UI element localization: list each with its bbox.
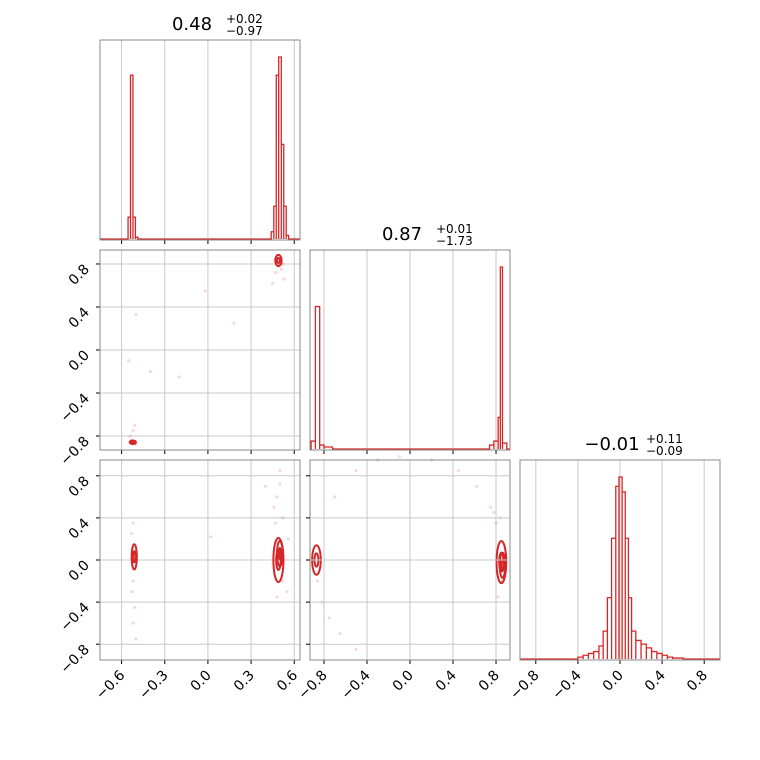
hist-p1-step xyxy=(100,56,300,240)
scatter-p2-p3-point xyxy=(354,468,358,473)
scatter-p2-p3-point xyxy=(456,468,460,473)
hist-p1-title-minus: −0.97 xyxy=(226,24,263,38)
scatter-p1-p2-point xyxy=(232,321,236,325)
scatter-p1-p2-contour xyxy=(274,253,283,268)
scatter-p1-p3-contour-inner xyxy=(132,550,137,564)
scatter-p1-p2-ytick-label: 0.4 xyxy=(66,304,93,331)
scatter-p1-p2-point xyxy=(132,423,137,427)
scatter-p2-p3-point xyxy=(354,647,358,652)
hist-p3-xtick-label: 0.8 xyxy=(684,668,711,695)
hist-p1-title: 0.48 xyxy=(172,14,212,35)
scatter-p1-p3-point xyxy=(275,595,279,599)
hist-p3-step xyxy=(520,476,720,660)
scatter-p1-p3-point xyxy=(272,505,276,509)
scatter-p1-p3-point xyxy=(278,468,282,473)
scatter-p1-p2-point xyxy=(148,369,152,374)
hist-p2-title-plus: +0.01 xyxy=(436,222,473,236)
scatter-p1-p3-point xyxy=(285,589,289,594)
scatter-p1-p3-ytick-label: −0.8 xyxy=(57,642,92,677)
scatter-p2-p3-point xyxy=(489,505,493,509)
scatter-p2-p3-xtick-label: −0.8 xyxy=(295,668,330,703)
scatter-p1-p2-point xyxy=(203,289,207,293)
scatter-p1-p2-contour-inner xyxy=(275,256,281,264)
scatter-p1-p2-point xyxy=(271,281,275,285)
hist-p2-step xyxy=(310,266,510,450)
scatter-p1-p2-ytick-label: 0.0 xyxy=(66,348,93,375)
scatter-p2-p3-point xyxy=(475,484,479,488)
scatter-p1-p2-point xyxy=(127,359,131,363)
scatter-p1-p3-point xyxy=(278,482,282,486)
scatter-p2-p3-point xyxy=(494,521,498,525)
scatter-p1-p2-point xyxy=(134,312,138,317)
scatter-p1-p2-ytick-label: −0.8 xyxy=(57,434,92,469)
scatter-p1-p3-point xyxy=(131,579,135,583)
hist-p1-frame xyxy=(99,39,301,241)
scatter-p1-p2-ytick-label: 0.8 xyxy=(66,261,93,288)
scatter-p1-p3-ytick-label: −0.4 xyxy=(57,600,92,635)
scatter-p1-p3-ytick-label: 0.4 xyxy=(66,515,93,542)
scatter-p1-p3-xtick-label: −0.3 xyxy=(136,668,171,703)
scatter-p2-p3-point xyxy=(397,455,401,459)
scatter-p2-p3-xtick-label: 0.4 xyxy=(433,667,460,694)
hist-p2-title: 0.87 xyxy=(382,224,422,245)
scatter-p1-p3-point xyxy=(130,532,134,536)
scatter-p1-p3-point xyxy=(132,605,137,609)
scatter-p2-p3-xtick-label: −0.4 xyxy=(338,667,373,702)
scatter-p1-p3-xtick-label: 0.0 xyxy=(188,668,215,695)
scatter-p2-p3-xtick-label: 0.8 xyxy=(476,668,503,695)
scatter-p1-p3-point xyxy=(131,521,135,525)
scatter-p1-p2-frame xyxy=(99,249,301,451)
scatter-p2-p3-contour xyxy=(495,540,508,585)
scatter-p2-p3-xtick-label: 0.0 xyxy=(390,668,417,695)
scatter-p1-p3-ytick-label: 0.0 xyxy=(66,558,93,585)
scatter-p1-p2-point xyxy=(131,429,135,433)
hist-p3-title-value: −0.01 xyxy=(584,434,639,455)
scatter-p2-p3-contour xyxy=(498,551,507,579)
hist-p3-xtick-label: 0.0 xyxy=(600,668,627,695)
scatter-p1-p3-point xyxy=(263,484,268,488)
scatter-p1-p3-contour-inner xyxy=(277,547,283,561)
scatter-p1-p3-contour xyxy=(275,540,284,568)
hist-p3-title-plus: +0.11 xyxy=(646,432,683,446)
scatter-p1-p3-point xyxy=(281,579,285,583)
hist-p1-title-plus: +0.02 xyxy=(226,12,263,26)
scatter-p2-p3-point xyxy=(327,616,331,620)
scatter-p2-p3-point xyxy=(496,595,500,599)
scatter-p1-p3-point xyxy=(273,521,278,525)
scatter-p2-p3-point xyxy=(492,511,496,515)
scatter-p1-p3-point xyxy=(131,621,135,625)
scatter-p1-p3-frame xyxy=(99,459,301,661)
scatter-p1-p3-point xyxy=(130,589,134,594)
hist-p3-xtick-label: 0.4 xyxy=(642,667,669,694)
hist-p3-title-minus: −0.09 xyxy=(646,444,683,458)
hist-p3-frame xyxy=(519,459,721,661)
scatter-p1-p2-ytick-label: −0.4 xyxy=(57,390,92,425)
scatter-p1-p3-point xyxy=(134,637,138,641)
scatter-p1-p2-point xyxy=(177,375,181,379)
hist-p2-title-minus: −1.73 xyxy=(436,234,473,248)
scatter-p2-p3-point xyxy=(315,579,320,583)
scatter-p1-p3-point xyxy=(209,535,213,539)
hist-p2-title-value: 0.87 xyxy=(382,224,422,245)
scatter-p1-p3-contour xyxy=(130,543,138,571)
scatter-p2-p3-point xyxy=(333,495,337,499)
scatter-p1-p3-point xyxy=(275,495,279,499)
hist-p3-title: −0.01 xyxy=(584,434,639,455)
scatter-p1-p3-point xyxy=(281,516,285,520)
scatter-p1-p3-ytick-label: 0.8 xyxy=(66,473,93,500)
hist-p1-title-value: 0.48 xyxy=(172,14,212,35)
scatter-p1-p2-point xyxy=(128,434,132,438)
hist-p2-frame xyxy=(309,249,511,451)
scatter-p1-p3-xtick-label: −0.6 xyxy=(93,667,128,702)
scatter-p1-p2-point xyxy=(279,267,283,271)
scatter-p1-p3-xtick-label: 0.3 xyxy=(231,668,258,695)
scatter-p1-p2-contour-inner xyxy=(130,440,136,445)
scatter-p2-p3-point xyxy=(338,632,342,636)
scatter-p1-p3-point xyxy=(286,537,291,541)
scatter-p1-p2-point xyxy=(282,277,286,281)
hist-p3-xtick-label: −0.4 xyxy=(549,667,584,702)
hist-p3-xtick-label: −0.8 xyxy=(507,668,542,703)
scatter-p1-p2-point xyxy=(273,270,278,275)
